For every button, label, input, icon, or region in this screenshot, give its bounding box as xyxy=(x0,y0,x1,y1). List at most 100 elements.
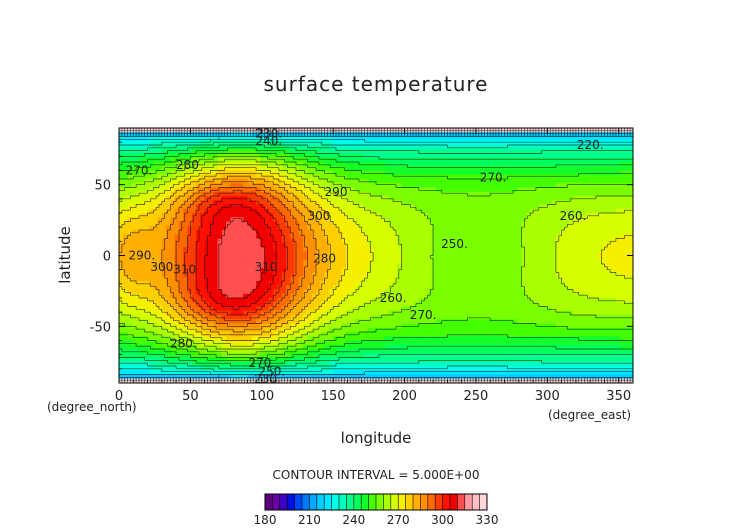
heatmap-cell xyxy=(208,298,214,303)
heatmap-cell xyxy=(183,221,189,227)
heatmap-cell xyxy=(521,251,527,257)
heatmap-cell xyxy=(620,234,626,240)
heatmap-cell xyxy=(538,217,544,223)
heatmap-cell xyxy=(213,179,219,184)
heatmap-cell xyxy=(405,281,411,286)
heatmap-cell xyxy=(401,285,407,291)
heatmap-cell xyxy=(564,145,570,150)
heatmap-cell xyxy=(148,162,154,167)
heatmap-cell xyxy=(256,255,261,261)
heatmap-cell xyxy=(123,187,129,193)
heatmap-cell xyxy=(204,145,210,150)
heatmap-cell xyxy=(140,276,146,282)
heatmap-cell xyxy=(230,238,236,244)
heatmap-cell xyxy=(358,268,364,274)
heatmap-cell xyxy=(247,221,253,227)
heatmap-cell xyxy=(328,132,334,138)
heatmap-cell xyxy=(307,183,313,189)
heatmap-cell xyxy=(448,187,454,193)
heatmap-cell xyxy=(487,242,493,248)
heatmap-cell xyxy=(534,153,540,159)
heatmap-cell xyxy=(196,230,201,235)
heatmap-cell xyxy=(620,293,626,299)
heatmap-cell xyxy=(530,298,536,303)
heatmap-cell xyxy=(174,234,180,240)
heatmap-cell xyxy=(358,285,364,291)
heatmap-cell xyxy=(260,285,266,291)
heatmap-cell xyxy=(517,149,523,155)
heatmap-cell xyxy=(354,213,360,218)
heatmap-cell xyxy=(470,247,476,252)
heatmap-cell xyxy=(483,204,488,210)
heatmap-cell xyxy=(384,221,390,227)
heatmap-cell xyxy=(444,208,450,214)
heatmap-cell xyxy=(174,183,180,189)
heatmap-cell xyxy=(200,149,206,155)
heatmap-cell xyxy=(525,145,531,150)
heatmap-cell xyxy=(568,179,574,184)
heatmap-cell xyxy=(148,200,154,206)
heatmap-cell xyxy=(534,208,540,214)
heatmap-cell xyxy=(423,187,428,193)
heatmap-cell xyxy=(427,289,433,295)
heatmap-cell xyxy=(585,166,591,172)
heatmap-cell xyxy=(157,264,163,269)
heatmap-cell xyxy=(478,128,484,133)
heatmap-cell xyxy=(174,281,180,286)
heatmap-cell xyxy=(534,179,540,184)
heatmap-cell xyxy=(551,157,557,163)
heatmap-cell xyxy=(140,302,146,308)
heatmap-cell xyxy=(200,285,206,291)
heatmap-cell xyxy=(234,289,240,295)
heatmap-cell xyxy=(247,170,253,176)
heatmap-cell xyxy=(624,204,630,210)
heatmap-cell xyxy=(461,166,467,172)
heatmap-cell xyxy=(350,225,356,231)
heatmap-cell xyxy=(457,247,463,252)
heatmap-cell xyxy=(414,264,420,269)
heatmap-cell xyxy=(226,145,231,150)
heatmap-cell xyxy=(183,293,189,299)
heatmap-cell xyxy=(423,145,428,150)
heatmap-cell xyxy=(333,285,339,291)
heatmap-cell xyxy=(234,276,240,282)
heatmap-cell xyxy=(534,157,540,163)
heatmap-cell xyxy=(594,153,600,159)
heatmap-cell xyxy=(465,153,471,159)
heatmap-cell xyxy=(495,166,501,172)
heatmap-cell xyxy=(153,238,159,244)
heatmap-cell xyxy=(333,153,339,159)
heatmap-cell xyxy=(243,174,249,180)
heatmap-cell xyxy=(487,259,493,265)
heatmap-cell xyxy=(157,285,163,291)
heatmap-cell xyxy=(174,145,180,150)
heatmap-cell xyxy=(298,298,304,303)
heatmap-cell xyxy=(191,268,197,274)
heatmap-cell xyxy=(140,298,146,303)
heatmap-cell xyxy=(453,255,458,261)
heatmap-cell xyxy=(183,276,189,282)
heatmap-cell xyxy=(136,285,142,291)
heatmap-cell xyxy=(341,166,347,172)
heatmap-cell xyxy=(453,145,458,150)
heatmap-cell xyxy=(148,213,154,218)
heatmap-cell xyxy=(217,264,223,269)
heatmap-cell xyxy=(440,281,446,286)
heatmap-cell xyxy=(538,170,544,176)
heatmap-cell xyxy=(555,268,561,274)
heatmap-cell xyxy=(534,145,540,150)
heatmap-cell xyxy=(624,268,630,274)
heatmap-cell xyxy=(230,281,236,286)
heatmap-cell xyxy=(123,225,129,231)
heatmap-cell xyxy=(560,170,566,176)
heatmap-cell xyxy=(560,196,566,201)
heatmap-cell xyxy=(401,145,407,150)
heatmap-cell xyxy=(624,140,630,146)
heatmap-cell xyxy=(281,149,287,155)
heatmap-cell xyxy=(397,293,403,299)
heatmap-cell xyxy=(594,293,600,299)
heatmap-cell xyxy=(483,191,488,197)
heatmap-cell xyxy=(530,157,536,163)
heatmap-cell xyxy=(530,183,536,189)
heatmap-cell xyxy=(290,242,296,248)
